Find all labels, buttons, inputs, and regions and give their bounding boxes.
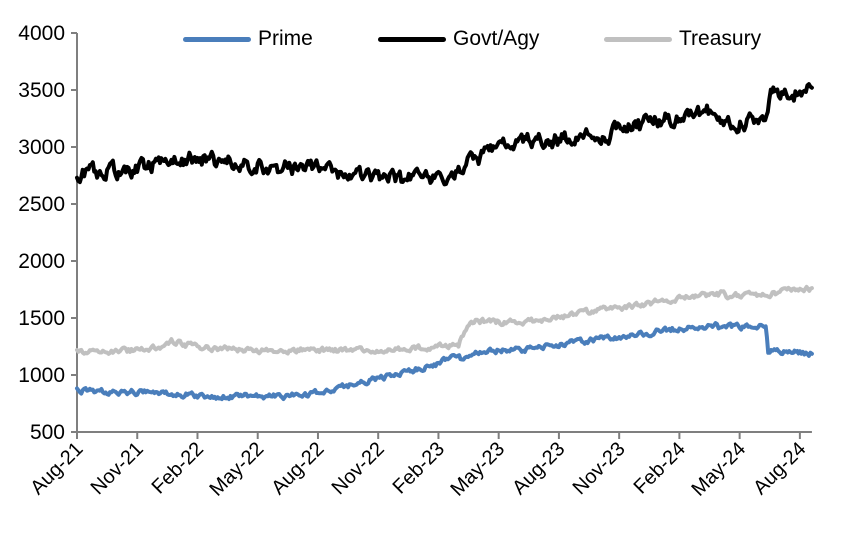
legend-item-treasury: Treasury	[604, 24, 761, 54]
legend-item-prime: Prime	[183, 24, 313, 54]
x-tick-label: May-24	[687, 438, 750, 501]
x-tick-label: Aug-21	[26, 438, 87, 499]
y-tick-label: 1000	[18, 364, 65, 387]
legend-swatch-govt-agy	[378, 36, 446, 42]
x-tick-label: May-23	[446, 438, 509, 501]
x-tick-label: May-22	[206, 438, 269, 501]
y-tick-label: 2500	[18, 193, 65, 216]
legend-swatch-treasury	[604, 36, 672, 42]
y-tick-label: 4000	[18, 22, 65, 45]
legend-swatch-prime	[183, 36, 251, 42]
x-tick-label: Nov-22	[328, 438, 389, 499]
y-tick-label: 3000	[18, 136, 65, 159]
x-tick-label: Feb-23	[389, 438, 449, 498]
series-line-govt-agy	[75, 82, 814, 187]
y-axis: 500 1000 1500 2000 2500 3000 3500 4000	[18, 22, 78, 444]
legend-item-govt-agy: Govt/Agy	[378, 24, 539, 54]
legend-label-treasury: Treasury	[679, 27, 762, 50]
x-tick-label: Feb-24	[630, 438, 690, 498]
x-tick-label: Nov-21	[87, 438, 148, 499]
y-tick-label: 1500	[18, 307, 65, 330]
legend-label-prime: Prime	[258, 27, 313, 50]
x-tick-label: Aug-23	[508, 438, 569, 499]
x-tick-label: Nov-23	[569, 438, 630, 499]
x-tick-label: Aug-22	[267, 438, 328, 499]
y-tick-label: 3500	[18, 79, 65, 102]
x-tick-label: Aug-24	[749, 438, 810, 499]
x-tick-label: Feb-22	[148, 438, 208, 498]
y-tick-label: 2000	[18, 250, 65, 273]
series-line-prime	[75, 321, 814, 402]
legend-label-govt-agy: Govt/Agy	[453, 27, 540, 50]
series-line-treasury	[75, 284, 814, 356]
y-tick-label: 500	[30, 421, 65, 444]
chart-legend: Prime Govt/Agy Treasury	[0, 24, 852, 54]
